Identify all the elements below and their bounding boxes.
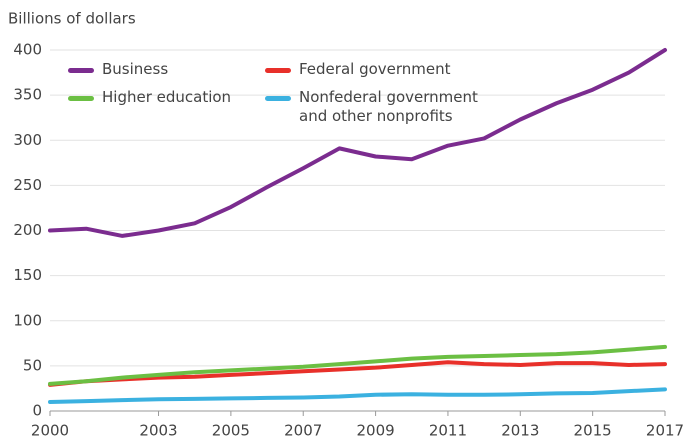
y-tick-label: 50: [23, 356, 42, 374]
x-tick-label: 2007: [284, 422, 322, 440]
axis-label: Billions of dollars: [8, 10, 136, 28]
legend-label: Nonfederal government and other nonprofi…: [299, 88, 478, 125]
legend-item: Business: [68, 60, 168, 79]
y-tick-label: 300: [13, 131, 42, 149]
x-tick-label: 2003: [139, 422, 177, 440]
x-tick-label: 2009: [356, 422, 394, 440]
y-tick-label: 250: [13, 176, 42, 194]
legend-swatch: [265, 96, 291, 101]
legend-label: Business: [102, 60, 169, 78]
legend-label: Federal government: [299, 60, 451, 78]
legend-swatch: [68, 96, 94, 101]
series-line: [48, 387, 667, 404]
x-tick-label: 2005: [212, 422, 250, 440]
legend-item: Higher education: [68, 88, 231, 107]
series-line: [48, 48, 667, 238]
y-tick-label: 400: [13, 41, 42, 59]
legend-item: Federal government: [265, 60, 451, 79]
legend-swatch: [68, 68, 94, 73]
x-tick-label: 2011: [429, 422, 467, 440]
x-tick-label: 2000: [31, 422, 69, 440]
y-tick-label: 0: [32, 402, 42, 420]
y-tick-label: 350: [13, 86, 42, 104]
x-tick-label: 2017: [646, 422, 683, 440]
y-tick-label: 150: [13, 266, 42, 284]
legend-swatch: [265, 68, 291, 73]
legend-item: Nonfederal government and other nonprofi…: [265, 88, 478, 126]
x-tick-label: 2013: [501, 422, 539, 440]
series-line: [48, 344, 667, 386]
y-tick-label: 200: [13, 221, 42, 239]
series-line: [48, 360, 667, 387]
x-tick-label: 2015: [574, 422, 612, 440]
y-tick-label: 100: [13, 311, 42, 329]
legend-label: Higher education: [102, 88, 232, 106]
